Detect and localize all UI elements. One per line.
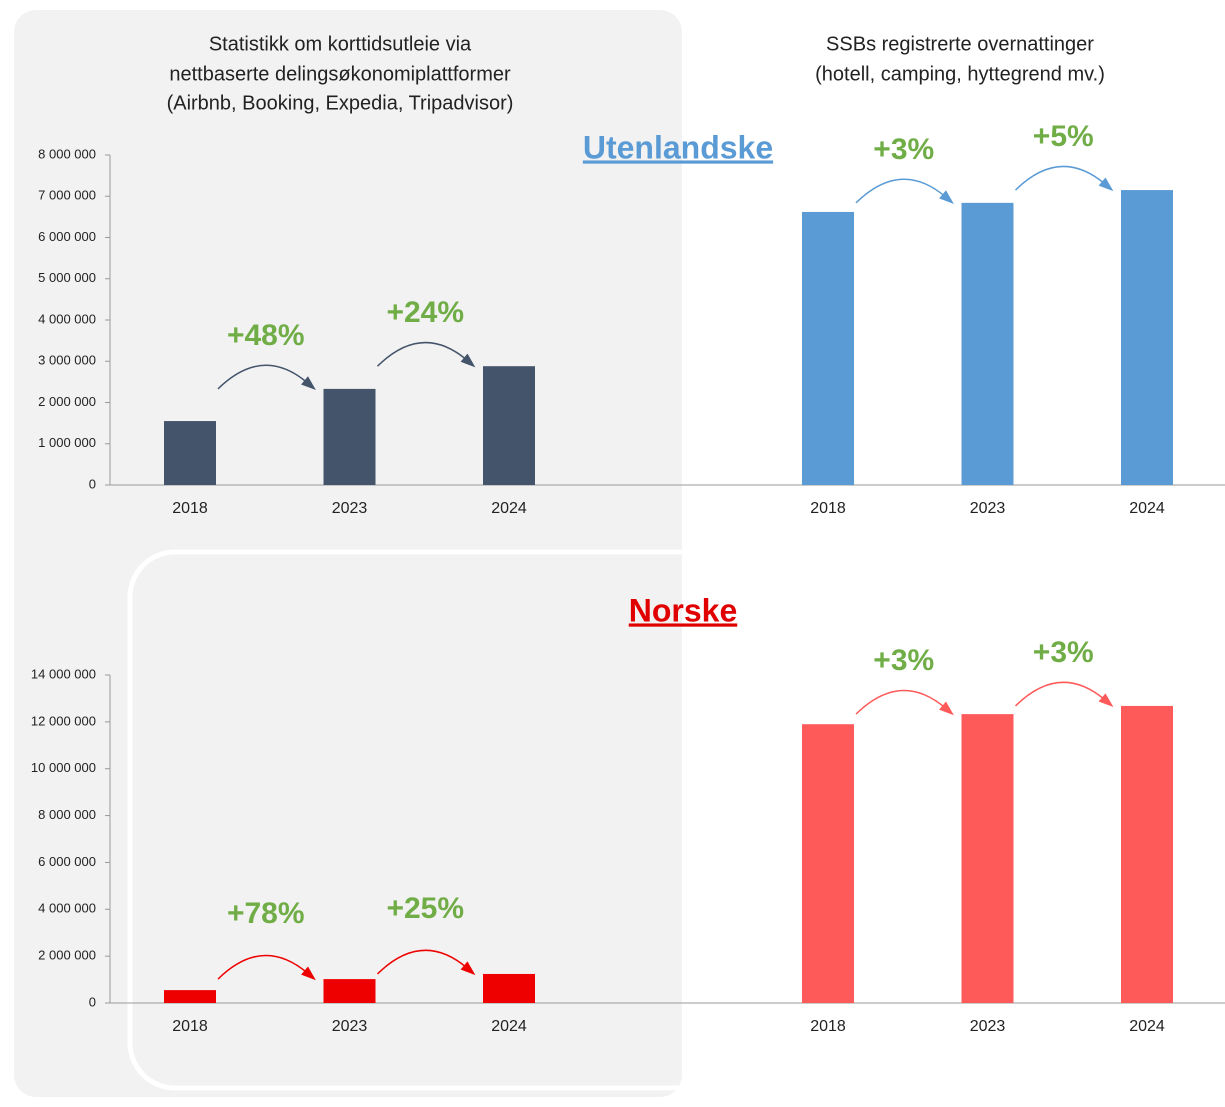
arrow-head [301,966,316,981]
bar [323,979,376,1003]
heading: SSBs registrerte overnattinger [826,33,1094,55]
bar [802,724,854,1003]
heading: (hotell, camping, hyttegrend mv.) [815,63,1105,85]
x-tick-label: 2023 [970,1018,1006,1035]
arrow-head [460,353,476,368]
y-tick-label: 3 000 000 [38,353,96,368]
heading: Statistikk om korttidsutleie via [209,33,472,55]
chart-title: Utenlandske [583,129,773,165]
growth-label: +78% [227,897,305,930]
arrow [1014,165,1106,191]
y-tick-label: 4 000 000 [38,901,96,916]
y-tick-label: 12 000 000 [31,713,96,728]
bar [802,211,854,486]
bar [1121,705,1173,1003]
growth-label: +5% [1033,120,1094,153]
y-tick-label: 5 000 000 [38,270,96,285]
x-tick-label: 2018 [810,500,846,517]
x-tick-label: 2018 [810,1018,846,1035]
arrow-head [1098,693,1114,708]
bar [961,202,1014,485]
frame [127,549,1225,1091]
arrow [217,364,308,390]
x-tick-label: 2024 [1129,1018,1165,1035]
arrow [855,178,946,204]
growth-label: +48% [227,319,305,352]
y-tick-label: 2 000 000 [38,394,96,409]
y-tick-label: 0 [89,476,96,491]
y-tick-label: 0 [89,994,96,1009]
bar [164,990,216,1003]
y-tick-label: 6 000 000 [38,854,96,869]
bar [483,973,535,1003]
x-tick-label: 2024 [1129,500,1165,517]
y-tick-label: 14 000 000 [31,666,96,681]
x-tick-label: 2023 [332,1018,368,1035]
growth-label: +3% [873,644,934,677]
x-tick-label: 2023 [332,500,368,517]
growth-label: +24% [386,296,464,329]
y-tick-label: 8 000 000 [38,146,96,161]
y-tick-label: 2 000 000 [38,948,96,963]
y-tick-label: 7 000 000 [38,188,96,203]
y-tick-label: 8 000 000 [38,807,96,822]
y-tick-label: 1 000 000 [38,435,96,450]
growth-label: +3% [1033,636,1094,669]
arrow-head [939,701,954,716]
arrow [855,689,946,715]
x-tick-label: 2024 [491,1018,527,1035]
arrow-head [939,190,954,204]
x-tick-label: 2023 [970,500,1006,517]
x-tick-label: 2018 [172,500,208,517]
arrow [376,341,468,367]
arrow-head [1098,177,1114,192]
bar [323,388,376,485]
y-tick-label: 6 000 000 [38,229,96,244]
bar [1121,190,1173,485]
arrow-head [301,376,316,391]
arrow [1014,681,1106,707]
heading: nettbaserte delingsøkonomiplattformer [169,63,511,85]
bar [483,366,535,485]
arrow [217,954,308,980]
arrow-head [460,961,476,976]
x-tick-label: 2024 [491,500,527,517]
growth-label: +25% [386,892,464,925]
y-tick-label: 10 000 000 [31,760,96,775]
bar [961,714,1014,1003]
heading: (Airbnb, Booking, Expedia, Tripadvisor) [167,92,514,114]
x-tick-label: 2018 [172,1018,208,1035]
chart-title: Norske [629,592,738,628]
growth-label: +3% [873,133,934,166]
y-tick-label: 4 000 000 [38,311,96,326]
bar [164,421,216,485]
arrow [376,949,468,975]
